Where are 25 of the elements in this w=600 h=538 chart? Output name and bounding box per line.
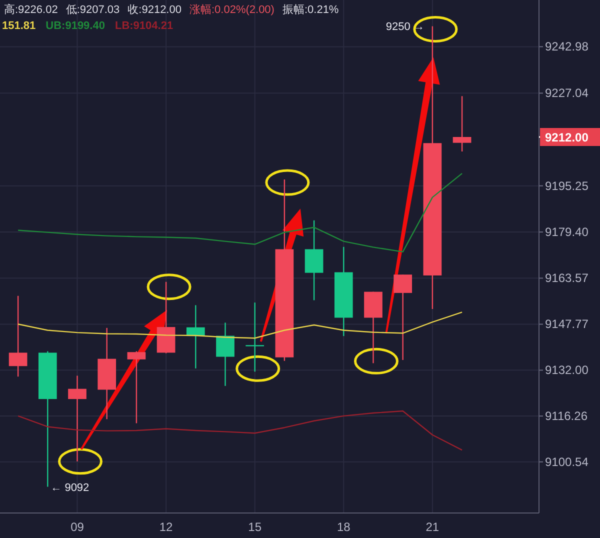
text: UB:9199.40 bbox=[46, 20, 105, 32]
y-tick-label: 9195.25 bbox=[545, 178, 589, 193]
y-tick-label: 9100.54 bbox=[545, 454, 589, 469]
y-tick-label: 9132.00 bbox=[545, 363, 589, 378]
annotation: 收:9212.00 bbox=[128, 4, 182, 16]
y-tick-label: 9227.04 bbox=[545, 86, 589, 100]
text: 9212.00 bbox=[545, 130, 589, 144]
x-tick-label: 18 bbox=[336, 520, 351, 534]
annotation: 低:9207.03 bbox=[66, 4, 120, 16]
annotation: 涨幅:0.02%(2.00) bbox=[189, 4, 274, 16]
text: LB:9104.21 bbox=[114, 20, 174, 32]
y-tick-label: 9242.98 bbox=[545, 40, 589, 54]
y-tick-label: 9147.77 bbox=[545, 317, 589, 332]
annotation: 振幅:0.21% bbox=[282, 4, 339, 16]
x-tick-label: 15 bbox=[248, 520, 262, 534]
y-tick-label: 9163.57 bbox=[545, 271, 589, 286]
y-tick-label: 9179.40 bbox=[545, 225, 589, 240]
x-tick-label: 12 bbox=[159, 520, 174, 534]
text: 151.81 bbox=[2, 20, 36, 32]
x-tick-label: 21 bbox=[426, 520, 440, 534]
annotation: 9250 → bbox=[386, 21, 424, 34]
annotation: ← 9092 bbox=[50, 482, 90, 494]
y-tick-label: 9116.26 bbox=[545, 409, 588, 424]
x-tick-label: 09 bbox=[70, 520, 84, 534]
annotation: 高:9226.02 bbox=[4, 3, 58, 16]
